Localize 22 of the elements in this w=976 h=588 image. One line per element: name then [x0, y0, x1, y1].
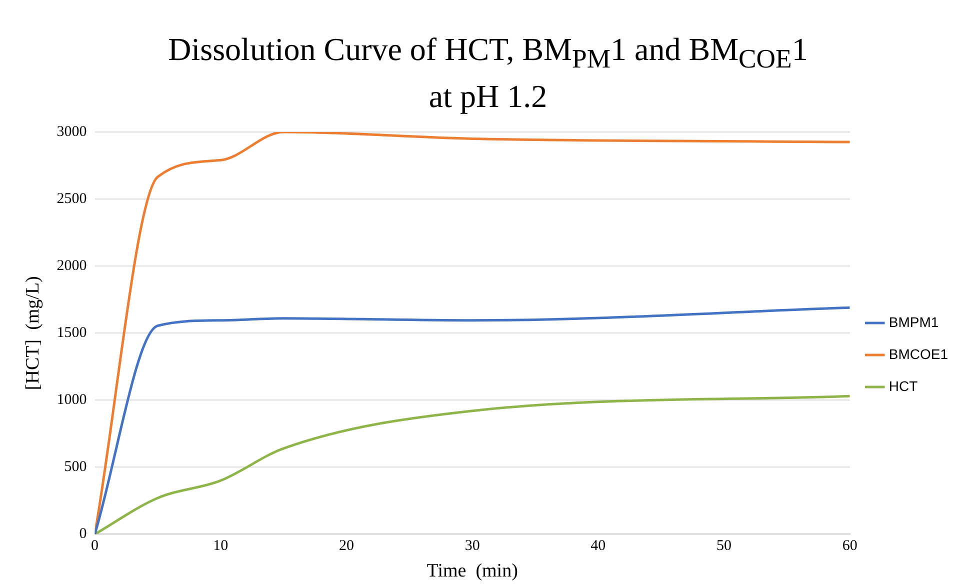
y-tick-label: 500: [64, 459, 87, 476]
x-tick-label: 40: [590, 538, 606, 555]
line-series: [94, 395, 850, 535]
legend-label: BMPM1: [888, 314, 939, 330]
y-tick-label: 3000: [56, 124, 87, 140]
legend-label: HCT: [888, 378, 918, 394]
y-axis-title: [HCT] (mg/L): [22, 276, 44, 390]
x-tick-label: 10: [213, 538, 228, 555]
chart-title: Dissolution Curve of HCT, BM$_{PM}$1 and BM$_{COE}$1 at pH 1.2: [168, 31, 808, 114]
y-tick-label: 0: [79, 526, 87, 543]
x-axis-title: Time (min): [426, 560, 518, 582]
x-tick-label: 50: [716, 538, 732, 555]
y-tick-label: 2000: [56, 258, 87, 274]
x-tick-label: 30: [464, 538, 480, 555]
y-tick-label: 1000: [56, 392, 87, 408]
legend-label: BMCOE1: [888, 346, 948, 362]
x-tick-label: 0: [91, 538, 99, 555]
line-series: [94, 306, 850, 535]
y-tick-label: 2500: [56, 191, 87, 208]
x-tick-label: 20: [338, 538, 354, 555]
x-tick-label: 60: [842, 538, 858, 555]
y-tick-label: 1500: [56, 325, 87, 342]
